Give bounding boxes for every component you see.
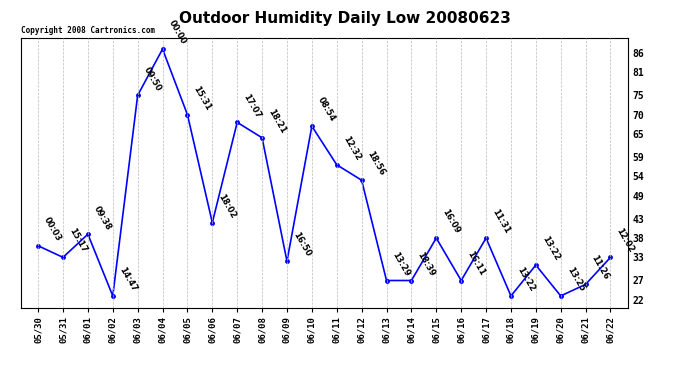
Text: 16:09: 16:09 [440, 208, 462, 235]
Text: 13:22: 13:22 [540, 235, 561, 262]
Text: 12:32: 12:32 [341, 134, 362, 162]
Text: 18:56: 18:56 [366, 150, 387, 177]
Text: 13:29: 13:29 [391, 250, 412, 278]
Text: 13:22: 13:22 [515, 266, 536, 293]
Text: 09:50: 09:50 [142, 65, 163, 93]
Text: 18:21: 18:21 [266, 107, 288, 135]
Text: 09:38: 09:38 [92, 204, 113, 231]
Text: 14:47: 14:47 [117, 266, 138, 293]
Text: 11:31: 11:31 [490, 208, 511, 235]
Text: 16:50: 16:50 [291, 231, 313, 258]
Text: 15:31: 15:31 [192, 84, 213, 112]
Text: 11:26: 11:26 [590, 254, 611, 282]
Text: 15:17: 15:17 [67, 227, 88, 255]
Text: 00:03: 00:03 [42, 216, 63, 243]
Text: 16:11: 16:11 [465, 250, 486, 278]
Text: 18:39: 18:39 [415, 250, 437, 278]
Text: 18:02: 18:02 [217, 192, 237, 220]
Text: Outdoor Humidity Daily Low 20080623: Outdoor Humidity Daily Low 20080623 [179, 11, 511, 26]
Text: 00:00: 00:00 [167, 19, 188, 46]
Text: 12:02: 12:02 [615, 227, 635, 255]
Text: 08:54: 08:54 [316, 96, 337, 123]
Text: 13:25: 13:25 [565, 266, 586, 293]
Text: Copyright 2008 Cartronics.com: Copyright 2008 Cartronics.com [21, 26, 155, 35]
Text: 17:07: 17:07 [241, 92, 262, 120]
